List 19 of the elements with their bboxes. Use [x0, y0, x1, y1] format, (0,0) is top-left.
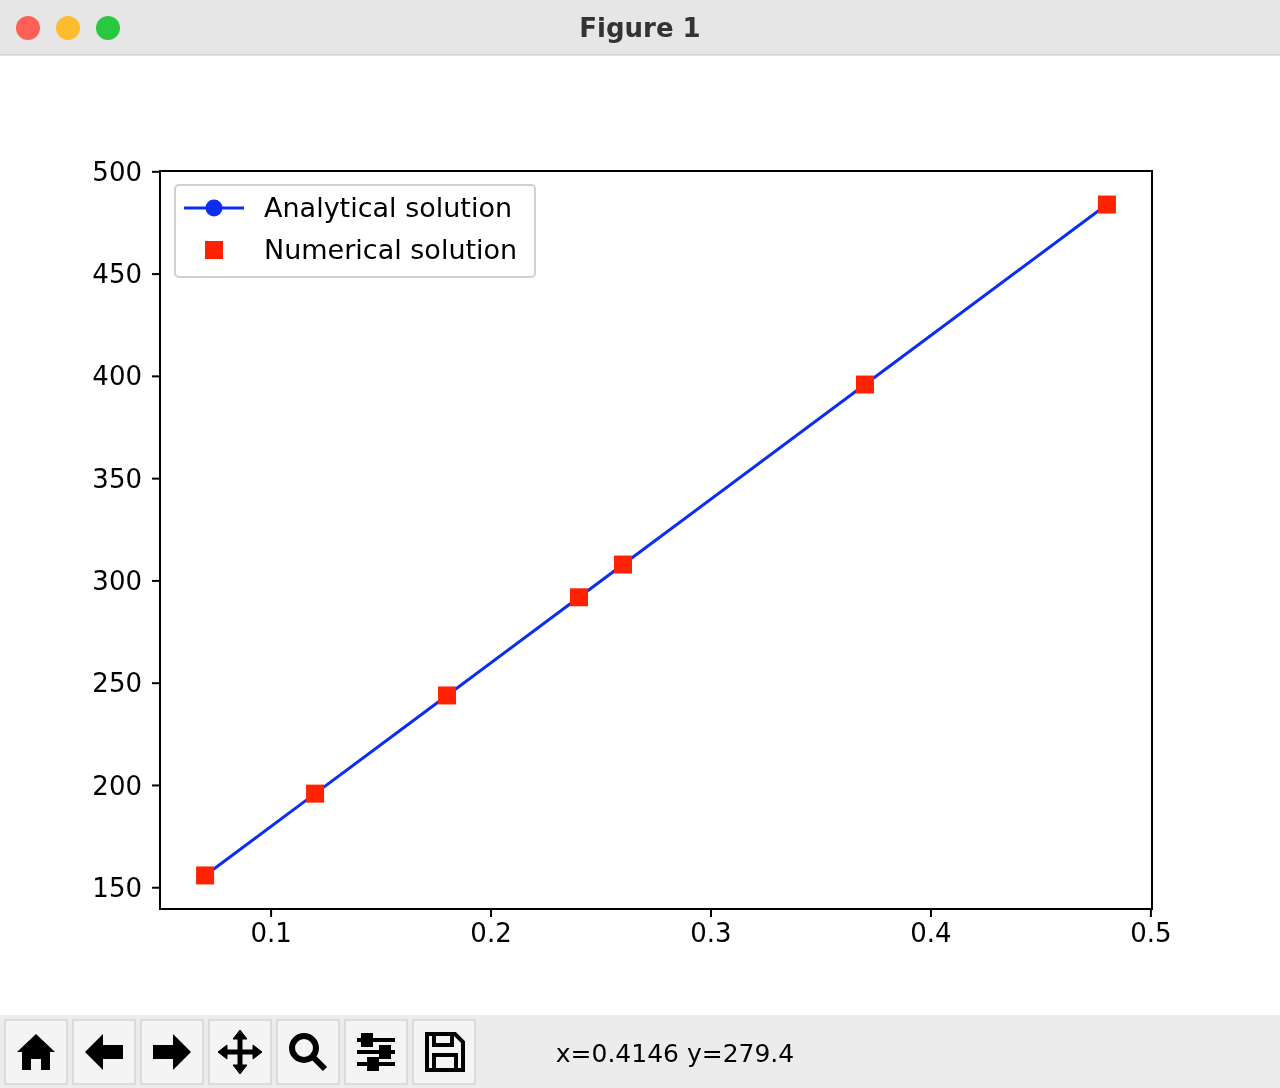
caption: Figure 1 [579, 13, 701, 44]
x-tick-label: 0.2 [470, 918, 512, 948]
point [614, 555, 633, 574]
x-tick-label: 0.4 [910, 918, 952, 948]
x-tick-label: 0.5 [1130, 918, 1172, 948]
y-tick-label: 200 [92, 770, 142, 801]
y-tick-label: 450 [92, 259, 142, 290]
legend-label: Numerical solution [264, 234, 518, 266]
y-tick-label: 300 [92, 566, 142, 597]
y-tick-label: 400 [92, 361, 142, 392]
y-tick-label: 350 [92, 463, 142, 494]
legend-label: Analytical solution [264, 192, 513, 224]
text: x=0.4146 y=279.4 [555, 1038, 795, 1068]
y-tick-label: 150 [92, 872, 142, 903]
point [570, 588, 589, 607]
y-tick-label: 500 [92, 156, 142, 187]
x-tick-label: 0.1 [250, 918, 292, 948]
y-tick-label: 250 [92, 668, 142, 699]
x-tick-label: 0.3 [690, 918, 732, 948]
